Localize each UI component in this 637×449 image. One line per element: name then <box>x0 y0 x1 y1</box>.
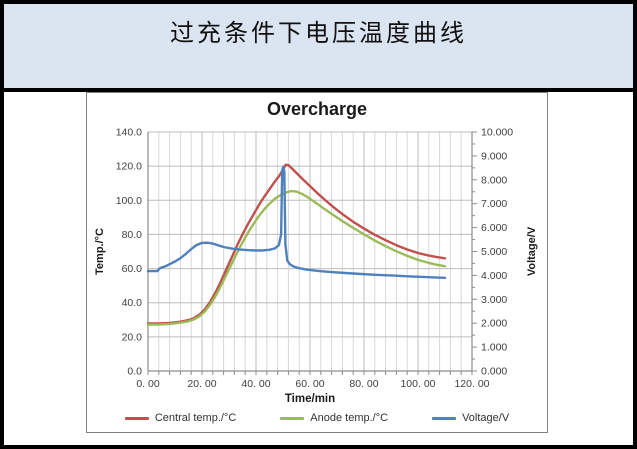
y-right-tick-label: 7.000 <box>481 198 507 210</box>
y-right-tick-label: 3.000 <box>481 294 507 306</box>
x-tick-label: 20. 00 <box>187 378 216 390</box>
series-line-2 <box>146 165 447 280</box>
y-right-axis-title: Voltage/V <box>526 226 538 276</box>
chart-legend: Central temp./°C Anode temp./°C Voltage/V <box>87 412 547 424</box>
legend-item: Central temp./°C <box>124 412 237 424</box>
chart-frame: Overcharge 0.0 20.0 40.0 60.0 80.0 100.0 120.0… <box>86 92 548 433</box>
y-left-tick-label: 20.0 <box>122 331 143 343</box>
title-band: 过充条件下电压温度曲线 <box>4 4 633 92</box>
x-tick-label: 120. 00 <box>454 378 489 390</box>
y-right-tick-label: 2.000 <box>481 318 507 330</box>
y-left-tick-label: 0.0 <box>127 366 142 378</box>
y-left-axis-title: Temp./°C <box>94 228 106 275</box>
chart-title: Overcharge <box>266 99 368 119</box>
y-left-tick-label: 140.0 <box>116 127 142 139</box>
legend-line-swatch <box>124 416 149 420</box>
y-right-tick-label: 4.000 <box>481 270 507 282</box>
y-right-tick-label: 1.000 <box>481 342 507 354</box>
x-tick-label: 80. 00 <box>349 378 378 390</box>
y-left-tick-label: 100.0 <box>116 195 142 207</box>
legend-item: Anode temp./°C <box>280 412 388 424</box>
y-right-tick-label: 5.000 <box>481 246 507 258</box>
x-tick-label: 40. 00 <box>241 378 270 390</box>
series-line-0 <box>146 163 447 325</box>
y-left-tick-label: 80.0 <box>122 229 143 241</box>
y-left-tick-label: 40.0 <box>122 297 143 309</box>
chart-section: Overcharge 0.0 20.0 40.0 60.0 80.0 100.0 120.0… <box>4 92 633 445</box>
y-left-tick-label: 60.0 <box>122 263 143 275</box>
y-left-tick-label: 120.0 <box>116 161 142 173</box>
legend-label: Voltage/V <box>462 412 510 424</box>
legend-line-swatch <box>432 416 457 420</box>
x-tick-label: 0. 00 <box>136 378 160 390</box>
y-right-tick-label: 9.000 <box>481 150 507 162</box>
y-right-tick-label: 8.000 <box>481 174 507 186</box>
y-right-tick-label: 0.000 <box>481 366 507 378</box>
document-title: 过充条件下电压温度曲线 <box>170 19 467 47</box>
legend-label: Central temp./°C <box>154 412 237 424</box>
legend-line-swatch <box>280 416 305 420</box>
chart-svg: 0.020.040.060.080.0100.0120.0140.00.0001… <box>94 127 538 406</box>
x-axis-title: Time/min <box>285 393 335 405</box>
series-line-1 <box>146 189 447 326</box>
x-tick-label: 100. 00 <box>400 378 435 390</box>
legend-label: Anode temp./°C <box>310 412 389 424</box>
y-right-tick-label: 6.000 <box>481 222 507 234</box>
y-right-tick-label: 10.000 <box>481 127 513 139</box>
legend-item: Voltage/V <box>432 412 509 424</box>
x-tick-label: 60. 00 <box>295 378 324 390</box>
